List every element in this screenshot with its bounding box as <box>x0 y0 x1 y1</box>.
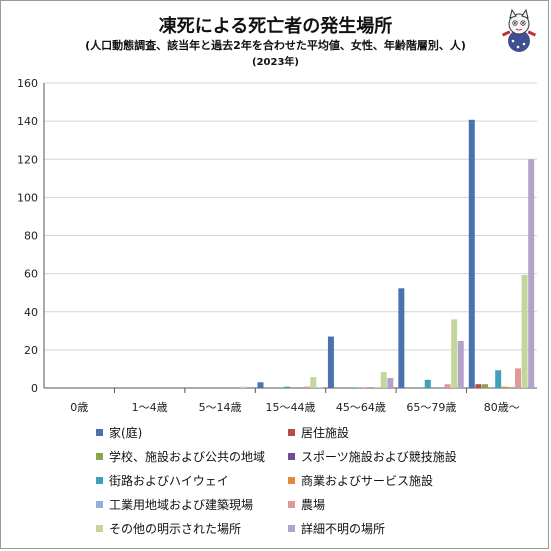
legend-label: 農場 <box>301 497 326 512</box>
y-tick-label: 0 <box>31 382 38 395</box>
bar <box>398 288 405 388</box>
legend-swatch <box>96 500 103 508</box>
legend-label: 工業用地域および建築現場 <box>109 497 254 512</box>
legend-item: 学校、施設および公共の地域 <box>96 448 288 464</box>
legend-label: 居住施設 <box>301 425 350 440</box>
legend-item: 街路およびハイウェイ <box>96 472 288 488</box>
bar <box>501 386 508 388</box>
legend-label: 商業およびサービス施設 <box>301 473 434 488</box>
x-tick-label: 65～79歳 <box>406 401 456 414</box>
x-tick-label: 1～4歳 <box>132 401 168 414</box>
legend-swatch <box>288 500 295 508</box>
bar <box>374 387 381 388</box>
y-tick-label: 120 <box>17 153 38 166</box>
legend-item: 工業用地域および建築現場 <box>96 496 288 512</box>
chart-subtitle-year: (2023年) <box>252 57 299 68</box>
y-tick-label: 100 <box>17 191 38 204</box>
mascot-cat-icon <box>501 8 537 52</box>
y-tick-label: 60 <box>24 268 38 281</box>
bar <box>360 387 367 388</box>
x-tick-label: 45～64歳 <box>336 401 386 414</box>
x-tick-label: 80歳～ <box>484 401 520 414</box>
bar <box>521 274 528 388</box>
bars <box>239 119 535 389</box>
bar <box>316 387 323 388</box>
bar <box>424 379 431 388</box>
legend-swatch <box>288 476 295 484</box>
y-tick-label: 160 <box>17 77 38 90</box>
bar <box>495 370 502 388</box>
legend-label: 家(庭) <box>109 425 143 440</box>
x-tick-label: 15～44歳 <box>266 401 316 414</box>
y-tick-label: 40 <box>24 306 38 319</box>
bar <box>468 119 475 389</box>
bar <box>457 340 464 388</box>
legend-label: 学校、施設および公共の地域 <box>109 449 266 464</box>
y-tick-label: 140 <box>17 115 38 128</box>
legend: 家(庭) 居住施設学校、施設および公共の地域 スポーツ施設および競技施設街路およびハ… <box>96 424 536 536</box>
bar <box>257 382 264 388</box>
legend-swatch <box>288 428 295 436</box>
axes: 0 20 40 60 80 100 120 140 160 0歳 1～4歳 5～14歳 15～44歳 45… <box>17 77 520 414</box>
legend-label: スポーツ施設および競技施設 <box>301 449 457 464</box>
legend-swatch <box>96 476 103 484</box>
bar <box>444 384 451 388</box>
legend-item: 居住施設 <box>288 424 536 440</box>
bar <box>451 319 458 388</box>
legend-label: その他の明示された場所 <box>109 521 242 536</box>
bar <box>528 159 535 388</box>
bar <box>239 386 246 388</box>
bar <box>303 386 310 388</box>
legend-swatch <box>288 524 295 532</box>
legend-item: 詳細不明の場所 <box>288 520 536 536</box>
legend-item: スポーツ施設および競技施設 <box>288 448 536 464</box>
legend-swatch <box>96 428 103 436</box>
bar <box>283 386 290 388</box>
legend-swatch <box>288 452 295 460</box>
bar <box>327 336 334 388</box>
legend-item: その他の明示された場所 <box>96 520 288 536</box>
bar <box>380 372 387 388</box>
bar <box>387 377 394 388</box>
bar <box>481 384 488 388</box>
chart-subtitle: (人口動態調査、該当年と過去2年を合わせた平均値、女性、年齢階層別、人) <box>85 39 466 52</box>
bar <box>475 384 482 388</box>
legend-swatch <box>96 524 103 532</box>
legend-item: 家(庭) <box>96 424 288 440</box>
y-tick-label: 80 <box>24 230 38 243</box>
bar <box>514 368 521 388</box>
bar <box>354 387 361 388</box>
legend-label: 詳細不明の場所 <box>301 521 386 536</box>
bar <box>310 377 317 388</box>
x-tick-label: 0歳 <box>70 401 88 414</box>
legend-item: 農場 <box>288 496 536 512</box>
legend-swatch <box>96 452 103 460</box>
chart-title: 凍死による死亡者の発生場所 <box>158 16 393 37</box>
legend-label: 街路およびハイウェイ <box>109 473 229 488</box>
x-tick-label: 5～14歳 <box>199 401 242 414</box>
legend-item: 商業およびサービス施設 <box>288 472 536 488</box>
y-tick-label: 20 <box>24 344 38 357</box>
